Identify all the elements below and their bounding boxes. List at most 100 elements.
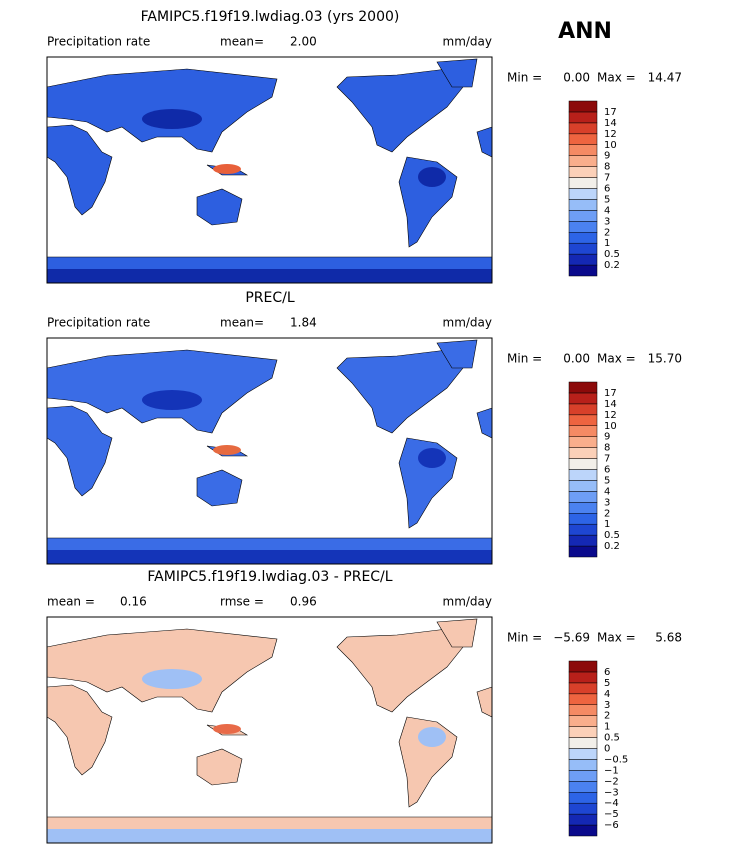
colorbar-label: 1 xyxy=(604,722,610,733)
colorbar-label: 14 xyxy=(604,399,617,410)
colorbar-box xyxy=(568,671,598,684)
colorbar-box xyxy=(568,491,598,503)
colorbar-label: 7 xyxy=(604,173,610,184)
colorbar-label: 0.5 xyxy=(604,249,620,260)
colorbar-box xyxy=(568,100,598,113)
map xyxy=(46,337,493,565)
min-label: Min = xyxy=(507,71,542,85)
colorbar-box xyxy=(568,480,598,492)
colorbar-label: 17 xyxy=(604,107,617,118)
colorbar-label: −6 xyxy=(604,820,619,831)
colorbar-box xyxy=(568,436,598,448)
colorbar-box xyxy=(568,242,598,255)
colorbar-label: 12 xyxy=(604,410,617,421)
left-label: Precipitation rate xyxy=(47,35,150,49)
colorbar-label: 17 xyxy=(604,388,617,399)
colorbar-label: 5 xyxy=(604,475,610,486)
max-label: Max = xyxy=(597,71,636,85)
colorbar-box xyxy=(568,759,598,771)
map-frame xyxy=(46,337,493,565)
colorbar-box xyxy=(568,458,598,470)
land-detail xyxy=(142,109,202,129)
colorbar-label: 12 xyxy=(604,129,617,140)
season: ANN xyxy=(558,19,612,44)
colorbar-label: 4 xyxy=(604,689,610,700)
min-value: 0.00 xyxy=(563,352,590,366)
colorbar-label: 1 xyxy=(604,519,610,530)
panel-title: PREC/L xyxy=(245,290,295,306)
colorbar-box xyxy=(568,770,598,782)
units: mm/day xyxy=(443,595,493,609)
colorbar-box xyxy=(568,414,598,426)
land-detail xyxy=(213,164,241,174)
colorbar-box xyxy=(568,111,598,124)
map xyxy=(46,56,493,284)
colorbar-label: 6 xyxy=(604,465,610,476)
colorbar-label: 0.2 xyxy=(604,541,620,552)
colorbar-box xyxy=(568,144,598,156)
colorbar-box xyxy=(568,523,598,536)
colorbar-box xyxy=(568,188,598,200)
center-value: 1.84 xyxy=(290,316,317,330)
land-detail xyxy=(213,445,241,455)
colorbar-label: 7 xyxy=(604,454,610,465)
colorbar-box xyxy=(568,693,598,705)
colorbar-label: 0 xyxy=(604,744,610,755)
land-detail xyxy=(213,724,241,734)
colorbar-box xyxy=(568,824,598,837)
max-label: Max = xyxy=(597,352,636,366)
colorbar-label: 10 xyxy=(604,421,617,432)
units: mm/day xyxy=(443,316,493,330)
colorbar-box xyxy=(568,781,598,793)
colorbar-label: 4 xyxy=(604,486,610,497)
antarctic-band xyxy=(47,829,492,843)
center-label: rmse = xyxy=(220,595,264,609)
colorbar-box xyxy=(568,199,598,211)
colorbar-label: −2 xyxy=(604,776,619,787)
colorbar-box xyxy=(568,403,598,416)
colorbar-box xyxy=(568,545,598,558)
colorbar-label: −3 xyxy=(604,787,619,798)
map-frame xyxy=(46,56,493,284)
min-label: Min = xyxy=(507,352,542,366)
colorbar-box xyxy=(568,166,598,178)
colorbar-box xyxy=(568,210,598,222)
max-value: 15.70 xyxy=(648,352,682,366)
colorbar-label: 6 xyxy=(604,667,610,678)
colorbar-box xyxy=(568,264,598,277)
colorbar-label: 14 xyxy=(604,118,617,129)
colorbar-box xyxy=(568,704,598,716)
colorbar-label: 2 xyxy=(604,227,610,238)
panel-title: FAMIPC5.f19f19.lwdiag.03 - PREC/L xyxy=(147,569,392,585)
colorbar-box xyxy=(568,802,598,815)
max-value: 5.68 xyxy=(655,631,682,645)
colorbar-label: 0.2 xyxy=(604,260,620,271)
colorbar-label: 3 xyxy=(604,700,610,711)
colorbar-box xyxy=(568,682,598,695)
antarctic-band xyxy=(47,550,492,564)
colorbar-label: 10 xyxy=(604,140,617,151)
colorbar-box xyxy=(568,715,598,727)
colorbar-box xyxy=(568,392,598,405)
colorbar-box xyxy=(568,513,598,525)
colorbar-label: −4 xyxy=(604,798,619,809)
colorbar-box xyxy=(568,726,598,738)
center-label: mean= xyxy=(220,35,264,49)
colorbar-box xyxy=(568,748,598,760)
land-detail xyxy=(418,167,446,187)
colorbar-box xyxy=(568,425,598,437)
colorbar-label: 5 xyxy=(604,194,610,205)
land-detail xyxy=(418,727,446,747)
land-detail xyxy=(142,669,202,689)
max-label: Max = xyxy=(597,631,636,645)
colorbar-box xyxy=(568,813,598,826)
colorbar-box xyxy=(568,792,598,804)
colorbar-label: 9 xyxy=(604,151,610,162)
colorbar-box xyxy=(568,122,598,135)
left-label: Precipitation rate xyxy=(47,316,150,330)
center-value: 0.96 xyxy=(290,595,317,609)
land-detail xyxy=(418,448,446,468)
colorbar-box xyxy=(568,232,598,244)
colorbar-box xyxy=(568,221,598,233)
